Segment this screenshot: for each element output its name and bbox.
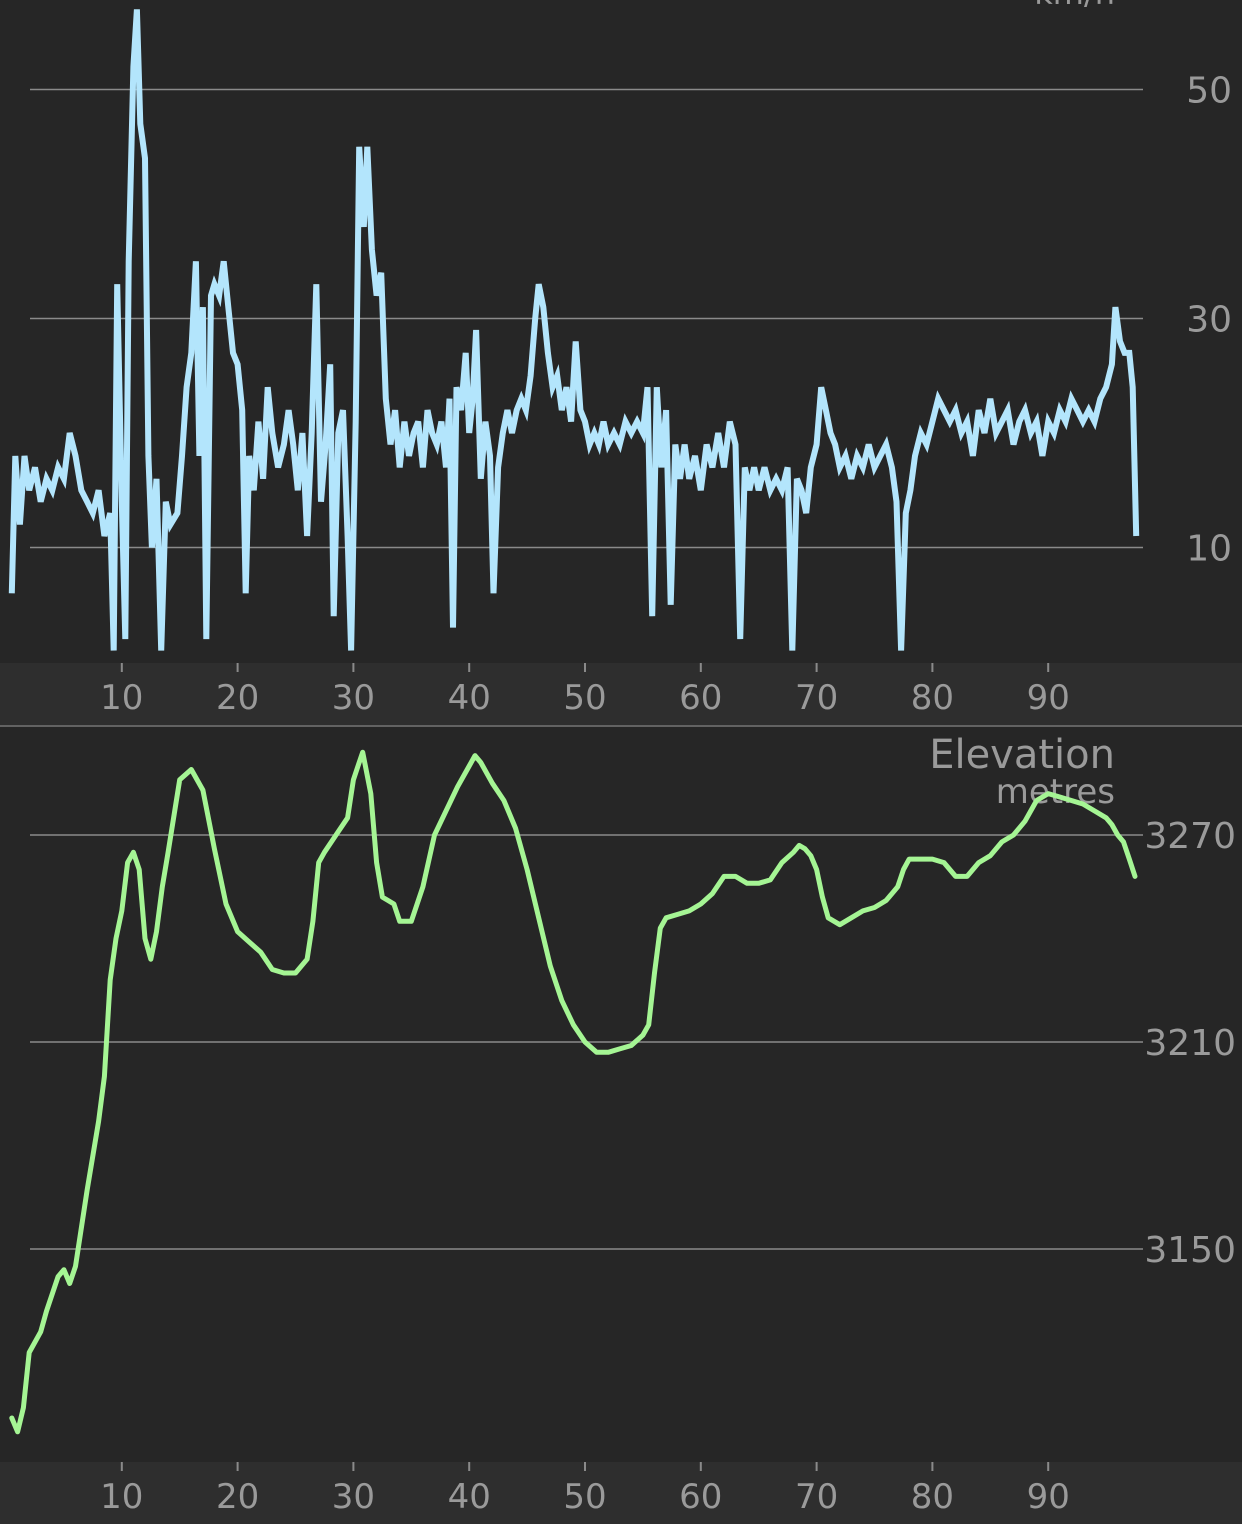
elevation-unit-label: metres	[996, 772, 1115, 812]
speed-x-tick-label: 60	[679, 678, 722, 718]
elevation-x-ticks: 10 20 30 40 50 60 70 80 90	[100, 1462, 1070, 1517]
elev-y-tick-label: 3210	[1144, 1023, 1236, 1064]
elevation-title: Elevation	[929, 732, 1115, 778]
speed-x-tick-label: 70	[795, 678, 838, 718]
speed-x-tick-label: 50	[563, 678, 606, 718]
elev-x-tick-label: 60	[679, 1477, 722, 1517]
elevation-y-ticks: 3150 3210 3270	[1144, 816, 1236, 1271]
speed-series-line	[8, 9, 1140, 651]
elev-x-tick-label: 40	[448, 1477, 491, 1517]
elev-x-tick-label: 50	[563, 1477, 606, 1517]
elev-y-tick-label: 3150	[1144, 1230, 1236, 1271]
speed-y-tick-label: 10	[1186, 529, 1232, 570]
speed-x-tick-label: 20	[216, 678, 259, 718]
elevation-chart: 10 20 30 40 50 60 70 80 90 3150 3210 3270 Elevatio…	[0, 732, 1242, 1524]
speed-gridlines	[30, 88, 1143, 549]
speed-y-tick-label: 50	[1186, 71, 1232, 112]
elev-x-tick-label: 80	[911, 1477, 954, 1517]
speed-x-tick-label: 10	[100, 678, 143, 718]
speed-unit-label: km/h	[1034, 0, 1115, 12]
speed-x-tick-label: 80	[911, 678, 954, 718]
elev-x-tick-label: 70	[795, 1477, 838, 1517]
speed-x-axis-strip	[0, 663, 1242, 725]
elev-y-tick-label: 3270	[1144, 816, 1236, 857]
speed-x-tick-label: 40	[448, 678, 491, 718]
elev-x-tick-label: 90	[1027, 1477, 1070, 1517]
speed-x-tick-label: 30	[332, 678, 375, 718]
speed-chart: 10 20 30 40 50 60 70 80 90 10 30 50 km/h	[0, 0, 1242, 725]
elev-x-tick-label: 20	[216, 1477, 259, 1517]
elev-x-tick-label: 10	[100, 1477, 143, 1517]
elevation-series-line	[9, 749, 1138, 1435]
speed-y-ticks: 10 30 50	[1186, 71, 1232, 570]
speed-x-ticks: 10 20 30 40 50 60 70 80 90	[100, 663, 1070, 718]
elevation-x-axis-strip	[0, 1462, 1242, 1524]
elev-x-tick-label: 30	[332, 1477, 375, 1517]
speed-y-tick-label: 30	[1186, 300, 1232, 341]
speed-x-tick-label: 90	[1027, 678, 1070, 718]
